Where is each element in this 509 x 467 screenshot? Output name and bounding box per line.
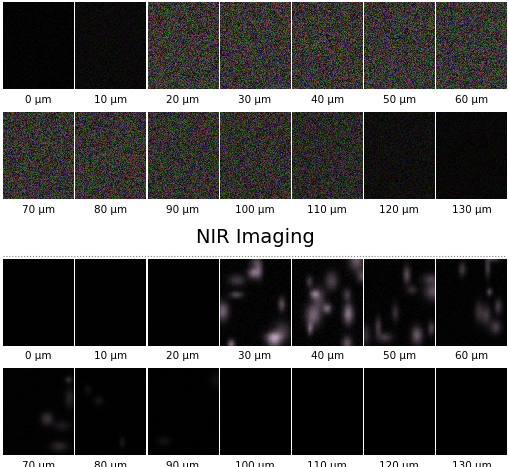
Text: 120 μm: 120 μm (379, 205, 418, 214)
Text: 50 μm: 50 μm (382, 352, 415, 361)
Text: 0 μm: 0 μm (25, 352, 52, 361)
Text: 10 μm: 10 μm (94, 352, 127, 361)
Text: 50 μm: 50 μm (382, 95, 415, 105)
Text: 100 μm: 100 μm (235, 205, 274, 214)
Text: 110 μm: 110 μm (306, 205, 346, 214)
Text: 100 μm: 100 μm (235, 461, 274, 467)
Text: NIR Imaging: NIR Imaging (195, 228, 314, 247)
Text: 40 μm: 40 μm (310, 352, 343, 361)
Text: 60 μm: 60 μm (454, 95, 487, 105)
Text: 70 μm: 70 μm (22, 205, 55, 214)
Text: 110 μm: 110 μm (306, 461, 346, 467)
Text: 130 μm: 130 μm (450, 205, 490, 214)
Text: 10 μm: 10 μm (94, 95, 127, 105)
Text: 90 μm: 90 μm (166, 205, 199, 214)
Text: 90 μm: 90 μm (166, 461, 199, 467)
Text: 40 μm: 40 μm (310, 95, 343, 105)
Text: 70 μm: 70 μm (22, 461, 55, 467)
Text: 80 μm: 80 μm (94, 205, 127, 214)
Text: 120 μm: 120 μm (379, 461, 418, 467)
Text: 0 μm: 0 μm (25, 95, 52, 105)
Text: 130 μm: 130 μm (450, 461, 490, 467)
Text: 20 μm: 20 μm (166, 352, 199, 361)
Text: 20 μm: 20 μm (166, 95, 199, 105)
Text: 30 μm: 30 μm (238, 352, 271, 361)
Text: 30 μm: 30 μm (238, 95, 271, 105)
Text: 60 μm: 60 μm (454, 352, 487, 361)
Text: 80 μm: 80 μm (94, 461, 127, 467)
